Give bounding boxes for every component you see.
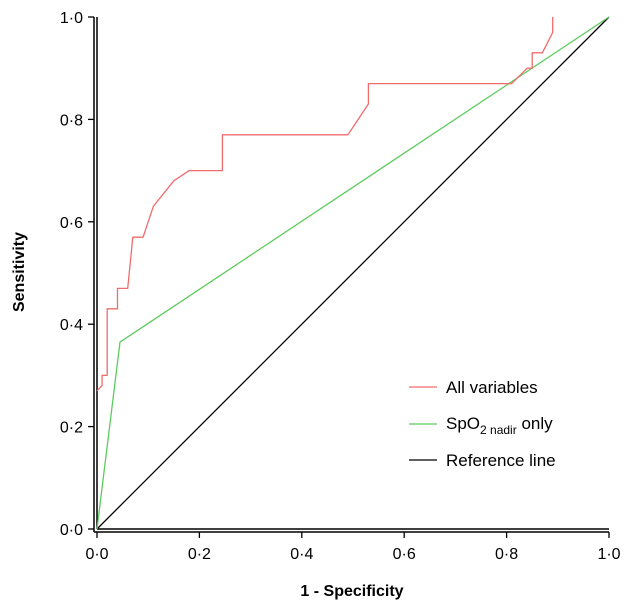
y-tick-label: 0·8 <box>60 112 83 129</box>
series-line-spo2-nadir-only <box>96 16 610 530</box>
y-tick-label: 1·0 <box>60 10 83 27</box>
x-tick-label: 0·8 <box>495 546 518 563</box>
x-tick-label: 0·2 <box>188 546 211 563</box>
y-tick-label: 0·0 <box>60 522 83 539</box>
legend-label-spo2-nadir-only: SpO2 nadir only <box>446 414 553 437</box>
y-tick-label: 0·2 <box>60 420 83 437</box>
series-line-all-variables <box>96 17 554 392</box>
x-tick-label: 0·0 <box>85 546 108 563</box>
x-tick-label: 0·4 <box>290 546 313 563</box>
y-tick-label: 0·6 <box>60 215 83 232</box>
x-tick-label: 1·0 <box>597 546 620 563</box>
tick-labels: 0·0 0·2 0·4 0·6 0·8 1·0 0·0 0·2 0·4 0·6 0·8 1·0 <box>60 10 621 563</box>
legend-label-all-variables: All variables <box>446 378 538 397</box>
legend: All variables SpO2 nadir only Reference … <box>409 378 556 470</box>
series-line-reference <box>96 16 610 530</box>
legend-label-reference-line: Reference line <box>446 451 556 470</box>
x-axis-title: 1 - Specificity <box>300 583 403 600</box>
axes <box>88 16 610 538</box>
legend-spo2-subscript: 2 nadir <box>480 423 517 437</box>
x-tick-label: 0·6 <box>393 546 416 563</box>
series-layer <box>96 16 610 530</box>
y-tick-label: 0·4 <box>60 317 83 334</box>
legend-spo2-main: SpO <box>446 414 480 433</box>
y-axis-title: Sensitivity <box>11 232 28 312</box>
legend-spo2-tail: only <box>517 414 553 433</box>
